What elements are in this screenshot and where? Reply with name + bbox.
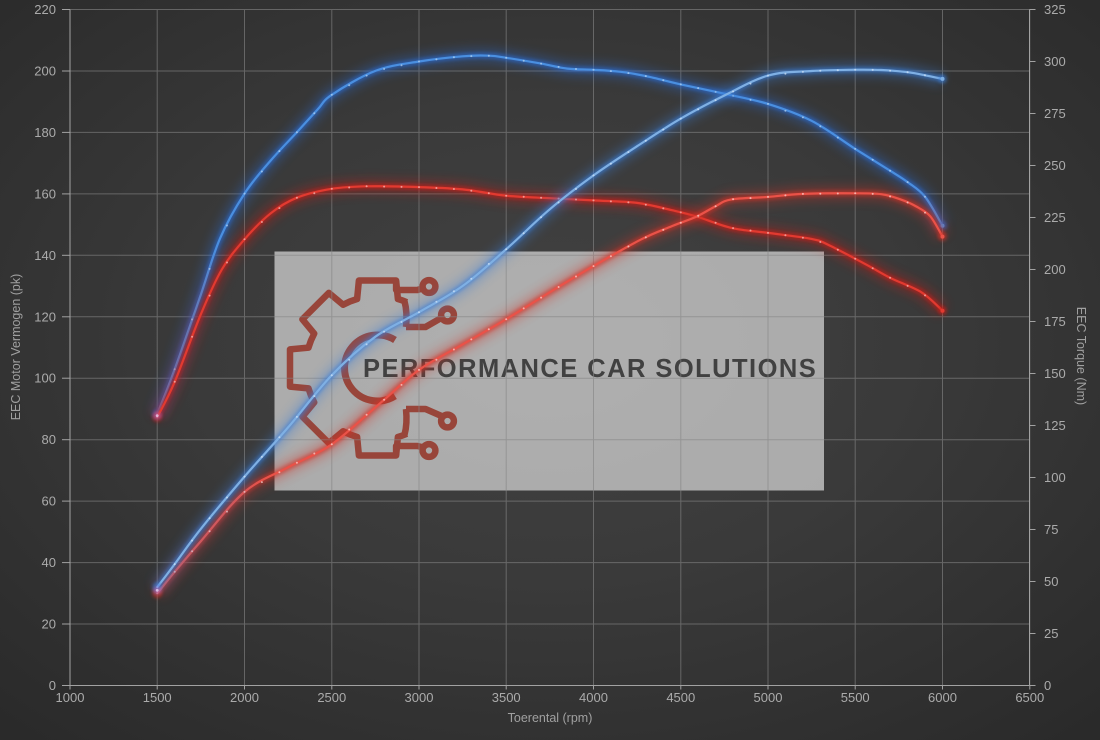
svg-text:140: 140 bbox=[34, 248, 56, 263]
svg-text:275: 275 bbox=[1044, 106, 1066, 121]
svg-text:50: 50 bbox=[1044, 574, 1058, 589]
svg-text:1000: 1000 bbox=[56, 690, 85, 705]
svg-text:Toerental (rpm): Toerental (rpm) bbox=[508, 711, 593, 725]
svg-text:4000: 4000 bbox=[579, 690, 608, 705]
svg-text:100: 100 bbox=[34, 371, 56, 386]
svg-text:150: 150 bbox=[1044, 366, 1066, 381]
svg-text:120: 120 bbox=[34, 309, 56, 324]
svg-text:1500: 1500 bbox=[143, 690, 172, 705]
svg-text:325: 325 bbox=[1044, 2, 1066, 17]
svg-text:3500: 3500 bbox=[492, 690, 521, 705]
svg-text:250: 250 bbox=[1044, 158, 1066, 173]
svg-text:80: 80 bbox=[42, 432, 56, 447]
svg-text:100: 100 bbox=[1044, 470, 1066, 485]
svg-text:5500: 5500 bbox=[841, 690, 870, 705]
svg-text:5000: 5000 bbox=[754, 690, 783, 705]
svg-text:40: 40 bbox=[42, 555, 56, 570]
svg-text:6000: 6000 bbox=[928, 690, 957, 705]
svg-text:4500: 4500 bbox=[666, 690, 695, 705]
svg-text:175: 175 bbox=[1044, 314, 1066, 329]
svg-text:160: 160 bbox=[34, 186, 56, 201]
svg-text:225: 225 bbox=[1044, 210, 1066, 225]
svg-text:125: 125 bbox=[1044, 418, 1066, 433]
svg-text:300: 300 bbox=[1044, 54, 1066, 69]
svg-text:0: 0 bbox=[49, 678, 56, 693]
svg-text:200: 200 bbox=[1044, 262, 1066, 277]
svg-text:75: 75 bbox=[1044, 522, 1058, 537]
svg-text:EEC Torque (Nm): EEC Torque (Nm) bbox=[1074, 307, 1088, 405]
svg-text:0: 0 bbox=[1044, 678, 1051, 693]
svg-text:3000: 3000 bbox=[405, 690, 434, 705]
svg-text:2500: 2500 bbox=[317, 690, 346, 705]
svg-text:180: 180 bbox=[34, 125, 56, 140]
svg-text:6500: 6500 bbox=[1015, 690, 1044, 705]
svg-text:220: 220 bbox=[34, 2, 56, 17]
svg-text:200: 200 bbox=[34, 64, 56, 79]
svg-text:20: 20 bbox=[42, 617, 56, 632]
svg-text:25: 25 bbox=[1044, 626, 1058, 641]
svg-text:60: 60 bbox=[42, 494, 56, 509]
svg-text:2000: 2000 bbox=[230, 690, 259, 705]
svg-text:EEC Motor Vermogen (pk): EEC Motor Vermogen (pk) bbox=[9, 274, 23, 421]
